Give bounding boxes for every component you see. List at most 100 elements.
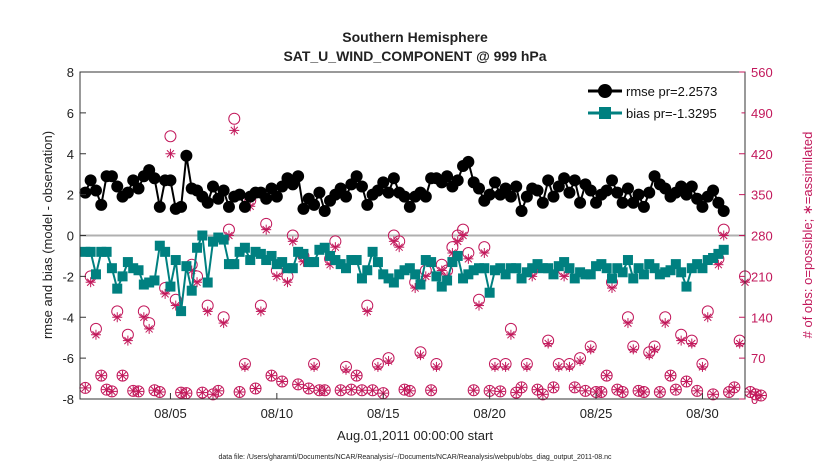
x-tick-label: 08/05 [154, 406, 187, 421]
obs-assimilated-point [335, 385, 346, 396]
obs-assimilated-point [569, 382, 580, 393]
rmse-point [531, 184, 544, 197]
rmse-point [696, 200, 709, 213]
obs-assimilated-point [564, 361, 575, 372]
obs-assimilated-point [431, 361, 442, 372]
obs-assimilated-point [521, 361, 532, 372]
bias-point [165, 281, 176, 292]
obs-assimilated-point [117, 370, 128, 381]
bias-point [580, 269, 591, 280]
bias-point [404, 263, 415, 274]
rmse-point [361, 198, 374, 211]
bias-point [90, 269, 101, 280]
bias-point [654, 269, 665, 280]
bias-point [218, 234, 229, 245]
obs-possible-point [276, 375, 289, 388]
obs-assimilated-point [697, 361, 708, 372]
bias-point [266, 250, 277, 261]
obs-assimilated-point [559, 271, 570, 282]
bias-point [505, 263, 516, 274]
x-tick-label: 08/25 [580, 406, 613, 421]
bias-point [447, 257, 458, 268]
bias-point [106, 263, 117, 274]
bias-point [101, 246, 112, 257]
y-tick-label: -2 [62, 269, 74, 284]
obs-assimilated-point [638, 386, 649, 397]
obs-assimilated-point [96, 370, 107, 381]
x-tick-label: 08/15 [367, 406, 400, 421]
obs-assimilated-point [708, 389, 719, 400]
rmse-point [355, 180, 368, 193]
obs-assimilated-point [734, 338, 745, 349]
bias-point [559, 257, 570, 268]
legend-bias-marker [599, 107, 611, 119]
bias-point [543, 263, 554, 274]
obs-assimilated-point [202, 306, 213, 317]
obs-possible-point [653, 385, 666, 398]
obs-assimilated-point [394, 242, 405, 253]
rmse-point [536, 196, 549, 209]
bias-point [335, 259, 346, 270]
bias-point [452, 250, 463, 261]
rmse-point [504, 190, 517, 203]
bias-point [128, 263, 139, 274]
obs-assimilated-point [250, 383, 261, 394]
bias-point [356, 273, 367, 284]
obs-assimilated-point [665, 370, 676, 381]
obs-assimilated-point [516, 382, 527, 393]
bias-point [255, 248, 266, 259]
bias-point [415, 279, 426, 290]
obs-assimilated-point [426, 385, 437, 396]
rmse-point [175, 200, 188, 213]
bias-point [351, 255, 362, 266]
obs-assimilated-point [112, 312, 123, 323]
bias-point [569, 273, 580, 284]
bias-point [309, 257, 320, 268]
rmse-point [207, 180, 219, 193]
y-tick-label: -8 [62, 392, 74, 407]
x-tick-label: 08/20 [473, 406, 506, 421]
bias-point [250, 246, 261, 257]
bias-point [394, 269, 405, 280]
obs-assimilated-point [585, 344, 596, 355]
obs-possible-point [669, 383, 682, 396]
bias-point [271, 259, 282, 270]
bias-point [367, 246, 378, 257]
bias-point [612, 263, 623, 274]
rmse-point [308, 198, 321, 211]
obs-assimilated-point [702, 312, 713, 323]
obs-assimilated-point [495, 386, 506, 397]
rmse-point [217, 184, 230, 197]
obs-assimilated-point [463, 253, 474, 264]
bias-point [149, 275, 160, 286]
y2-tick-label: 560 [751, 65, 773, 80]
rmse-point [568, 174, 581, 187]
obs-assimilated-point [319, 385, 330, 396]
obs-possible-point [515, 381, 528, 394]
bias-point [463, 269, 474, 280]
bias-point [458, 273, 469, 284]
bias-point [489, 265, 500, 276]
bias-point [521, 267, 532, 278]
rmse-point [164, 174, 177, 187]
bias-point [298, 248, 309, 259]
bias-point [633, 263, 644, 274]
y2-tick-label: 350 [751, 188, 773, 203]
obs-assimilated-point [622, 318, 633, 329]
rmse-point [318, 204, 331, 217]
obs-assimilated-point [548, 382, 559, 393]
y2-tick-label: 70 [751, 351, 765, 366]
obs-assimilated-point [165, 148, 176, 159]
y-tick-label: 0 [67, 229, 74, 244]
obs-assimilated-point [176, 387, 187, 398]
obs-assimilated-point [229, 125, 240, 136]
bias-point [80, 246, 91, 257]
y-tick-label: 2 [67, 188, 74, 203]
rmse-point [515, 204, 528, 217]
bias-point [591, 261, 602, 272]
obs-assimilated-point [271, 271, 282, 282]
bias-point [553, 261, 564, 272]
obs-assimilated-point [458, 230, 469, 241]
obs-possible-point [600, 369, 613, 382]
